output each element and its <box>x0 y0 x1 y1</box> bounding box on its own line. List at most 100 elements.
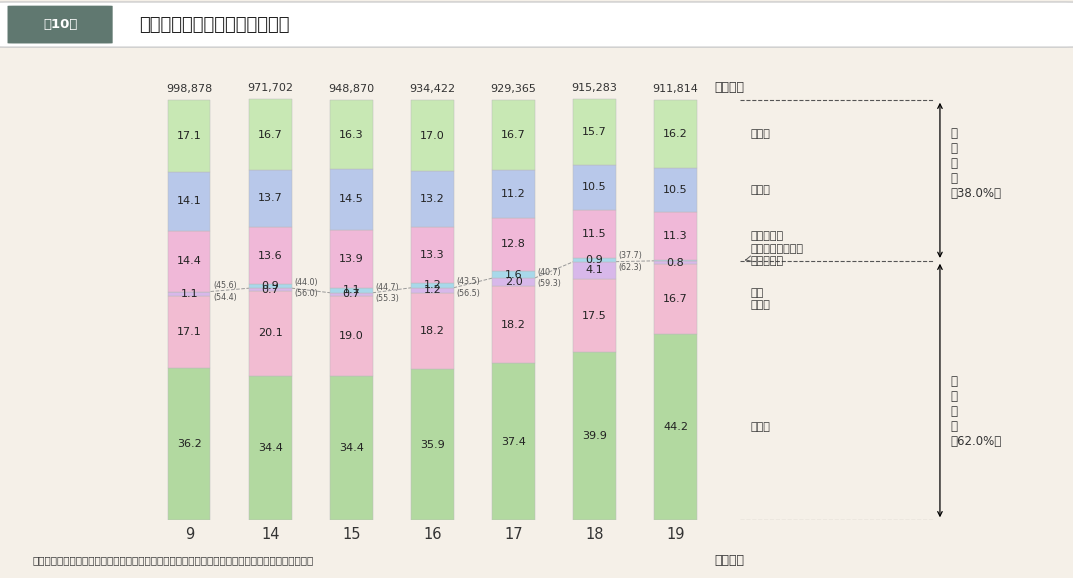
Text: (56.0): (56.0) <box>294 290 318 298</box>
Bar <box>411 283 454 288</box>
Text: 1.1: 1.1 <box>180 289 199 299</box>
Text: 17.5: 17.5 <box>583 311 607 321</box>
Text: 36.2: 36.2 <box>177 439 202 449</box>
Text: 13.7: 13.7 <box>259 194 283 203</box>
Text: 0.9: 0.9 <box>586 255 603 265</box>
Text: 10.5: 10.5 <box>663 185 688 195</box>
Bar <box>411 369 454 520</box>
Text: 934,422: 934,422 <box>410 84 456 94</box>
Bar <box>655 335 696 520</box>
Bar <box>249 376 292 520</box>
Text: 18.2: 18.2 <box>420 326 445 336</box>
Text: (62.3): (62.3) <box>618 263 642 272</box>
Text: (54.4): (54.4) <box>212 293 237 302</box>
Bar <box>493 271 534 278</box>
Text: 16.7: 16.7 <box>663 294 688 304</box>
Bar <box>330 296 372 376</box>
Text: (40.7): (40.7) <box>536 268 561 277</box>
Text: 1.2: 1.2 <box>424 280 441 290</box>
Text: 37.4: 37.4 <box>501 436 526 447</box>
Text: 0.9: 0.9 <box>262 281 279 291</box>
Bar <box>493 171 534 217</box>
Text: 12.8: 12.8 <box>501 239 526 250</box>
Text: 特
定
財
源
（38.0%）: 特 定 財 源 （38.0%） <box>950 127 1001 200</box>
Text: 17.0: 17.0 <box>421 131 445 140</box>
Text: 16.7: 16.7 <box>501 131 526 140</box>
Text: 18.2: 18.2 <box>501 320 526 329</box>
Text: 16.2: 16.2 <box>663 129 688 139</box>
Text: 19.0: 19.0 <box>339 331 364 340</box>
Bar <box>493 100 534 171</box>
Text: 4.1: 4.1 <box>586 265 603 275</box>
Text: 14.1: 14.1 <box>177 197 202 206</box>
Bar <box>411 171 454 227</box>
Text: 0.8: 0.8 <box>666 258 685 268</box>
Text: 13.6: 13.6 <box>259 251 283 261</box>
Text: その他: その他 <box>750 129 770 139</box>
Text: 34.4: 34.4 <box>339 443 364 453</box>
Text: (56.5): (56.5) <box>456 289 480 298</box>
Bar <box>655 260 696 261</box>
Text: 13.9: 13.9 <box>339 254 364 264</box>
Text: 13.3: 13.3 <box>421 250 445 260</box>
Text: 地方債: 地方債 <box>750 185 770 195</box>
Text: 1.1: 1.1 <box>342 286 361 295</box>
Bar <box>330 288 372 293</box>
Text: 11.5: 11.5 <box>583 229 607 239</box>
Text: （注）国庫支出金には、交通安全対策特別交付金及び国有提供施設等所在市町村助成交付金を含む。: （注）国庫支出金には、交通安全対策特別交付金及び国有提供施設等所在市町村助成交付… <box>32 555 313 565</box>
Bar <box>168 296 210 368</box>
Text: 一
般
財
源
（62.0%）: 一 般 財 源 （62.0%） <box>950 375 1001 448</box>
Text: 16.3: 16.3 <box>339 129 364 139</box>
Bar <box>573 165 616 210</box>
Text: (59.3): (59.3) <box>536 279 561 288</box>
Text: 地方
交付税: 地方 交付税 <box>750 288 770 310</box>
Bar <box>249 169 292 227</box>
Bar <box>493 287 534 363</box>
Bar <box>330 100 372 169</box>
Text: 14.5: 14.5 <box>339 194 364 204</box>
Bar <box>330 293 372 296</box>
Text: (37.7): (37.7) <box>618 251 642 261</box>
Bar <box>655 264 696 335</box>
Bar <box>573 279 616 353</box>
Bar <box>411 293 454 369</box>
Text: 歳入純計決算額の構成比の推移: 歳入純計決算額の構成比の推移 <box>139 16 290 34</box>
Text: 14.4: 14.4 <box>177 256 202 266</box>
Bar <box>655 168 696 212</box>
Text: 16.7: 16.7 <box>259 129 283 139</box>
Bar <box>168 368 210 520</box>
Bar <box>168 291 210 296</box>
Text: 2.0: 2.0 <box>504 277 523 287</box>
Bar <box>573 353 616 520</box>
Text: (43.5): (43.5) <box>456 277 480 287</box>
Bar <box>493 217 534 271</box>
Bar <box>655 212 696 260</box>
Text: 13.2: 13.2 <box>421 194 445 204</box>
Text: 10.5: 10.5 <box>583 183 607 192</box>
Bar <box>330 229 372 288</box>
Text: 0.7: 0.7 <box>342 289 361 299</box>
Text: (44.7): (44.7) <box>374 283 399 291</box>
Text: 第10図: 第10図 <box>43 18 77 31</box>
Text: 34.4: 34.4 <box>258 443 283 453</box>
Text: （年度）: （年度） <box>715 554 745 567</box>
Bar <box>249 284 292 288</box>
Text: 998,878: 998,878 <box>166 84 212 94</box>
Text: 948,870: 948,870 <box>328 84 374 94</box>
Text: 35.9: 35.9 <box>421 440 445 450</box>
Text: (55.3): (55.3) <box>374 294 399 303</box>
Text: 17.1: 17.1 <box>177 131 202 141</box>
FancyBboxPatch shape <box>0 2 1073 47</box>
Bar <box>249 288 292 291</box>
Bar <box>573 99 616 165</box>
Bar <box>411 100 454 171</box>
Bar <box>493 363 534 520</box>
Text: 39.9: 39.9 <box>582 431 607 442</box>
Text: 11.2: 11.2 <box>501 189 526 199</box>
FancyBboxPatch shape <box>8 6 113 43</box>
Text: 44.2: 44.2 <box>663 423 688 432</box>
Text: 915,283: 915,283 <box>572 83 617 93</box>
Bar <box>573 262 616 279</box>
Bar <box>249 227 292 284</box>
Text: 911,814: 911,814 <box>652 84 699 94</box>
